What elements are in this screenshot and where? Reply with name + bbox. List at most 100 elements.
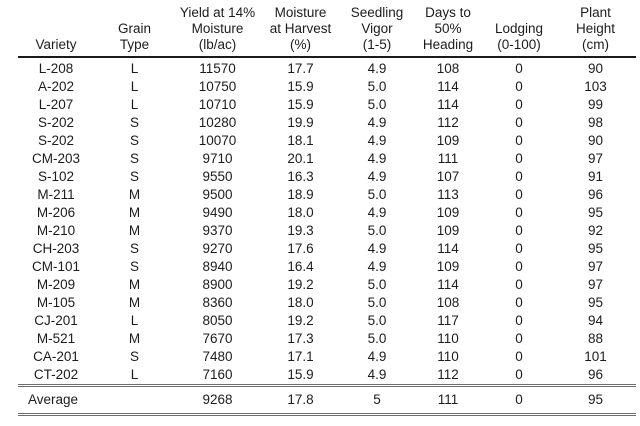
- cell: 17.6: [287, 241, 314, 256]
- cell: L-207: [38, 97, 74, 112]
- cell: 0: [515, 205, 523, 220]
- table-row: S-202 S 10070 18.1 4.9 109 0 90: [18, 132, 636, 150]
- cell: 0: [515, 61, 523, 76]
- column-header: Plant Height (cm): [555, 5, 636, 58]
- cell: 0: [515, 367, 523, 382]
- cell: M-211: [37, 187, 75, 202]
- cell: 0: [515, 295, 523, 310]
- cell: S: [129, 133, 139, 148]
- cell: 15.9: [287, 79, 314, 94]
- cell: 97: [587, 277, 604, 292]
- cell: 18.9: [287, 187, 314, 202]
- cell: L: [130, 313, 139, 328]
- cell: 96: [587, 367, 604, 382]
- cell: M-206: [36, 205, 76, 220]
- cell: 0: [515, 331, 523, 346]
- table-row: CM-101 S 8940 16.4 4.9 109 0 97: [18, 258, 636, 276]
- cell: 0: [515, 313, 523, 328]
- column-header: Yield at 14% Moisture (lb/ac): [175, 5, 260, 58]
- cell: 0: [515, 241, 523, 256]
- cell: 20.1: [287, 151, 314, 166]
- cell: 90: [587, 133, 604, 148]
- cell: L: [130, 79, 139, 94]
- cell: 114: [437, 97, 459, 112]
- cell: L-208: [38, 61, 74, 76]
- cell: 97: [587, 259, 604, 274]
- cell: 4.9: [367, 169, 387, 184]
- cell: CH-203: [32, 241, 80, 256]
- cell: 95: [587, 241, 604, 256]
- cell: S: [129, 169, 139, 184]
- cell: 0: [515, 97, 523, 112]
- cell: 0: [515, 133, 523, 148]
- average-cell: 0: [483, 384, 555, 416]
- cell: 0: [515, 259, 523, 274]
- cell: 0: [515, 277, 523, 292]
- header-row: Variety Grain Type Yield at 14% Moisture (…: [18, 5, 636, 58]
- cell: 5.0: [367, 331, 387, 346]
- table-row: M-521 M 7670 17.3 5.0 110 0 88: [18, 330, 636, 348]
- average-cell: [94, 384, 175, 416]
- cell: 5.0: [367, 223, 387, 238]
- cell: 0: [515, 187, 523, 202]
- cell: 7670: [202, 331, 233, 346]
- cell: 112: [437, 367, 459, 382]
- cell: 101: [584, 349, 607, 364]
- variety-results-table: Variety Grain Type Yield at 14% Moisture (…: [18, 5, 636, 416]
- cell: 18.1: [287, 133, 314, 148]
- cell: 90: [587, 61, 604, 76]
- cell: CJ-201: [34, 313, 78, 328]
- cell: 88: [587, 331, 604, 346]
- cell: 94: [587, 313, 604, 328]
- cell: 95: [587, 205, 604, 220]
- average-cell: 111: [413, 384, 483, 416]
- cell: S: [129, 241, 139, 256]
- cell: 15.9: [287, 97, 314, 112]
- table-row: A-202 L 10750 15.9 5.0 114 0 103: [18, 78, 636, 96]
- cell: 5.0: [367, 97, 387, 112]
- cell: 103: [584, 79, 607, 94]
- cell: 92: [587, 223, 604, 238]
- cell: 8050: [202, 313, 233, 328]
- cell: 7160: [202, 367, 233, 382]
- cell: M: [128, 277, 141, 292]
- cell: 112: [437, 115, 459, 130]
- cell: 114: [437, 241, 459, 256]
- cell: 15.9: [287, 367, 314, 382]
- table-header: Variety Grain Type Yield at 14% Moisture (…: [18, 5, 636, 58]
- cell: S: [129, 349, 139, 364]
- cell: 17.1: [287, 349, 314, 364]
- cell: 107: [436, 169, 460, 184]
- cell: 8360: [202, 295, 233, 310]
- cell: 19.3: [287, 223, 314, 238]
- cell: 7480: [202, 349, 233, 364]
- cell: S: [129, 259, 139, 274]
- column-header: Moisture at Harvest (%): [260, 5, 341, 58]
- table-row: M-206 M 9490 18.0 4.9 109 0 95: [18, 204, 636, 222]
- table-row: M-211 M 9500 18.9 5.0 113 0 96: [18, 186, 636, 204]
- cell: 19.9: [287, 115, 314, 130]
- cell: 10750: [198, 79, 237, 94]
- cell: 4.9: [367, 349, 387, 364]
- cell: 0: [515, 79, 523, 94]
- cell: 95: [587, 295, 604, 310]
- cell: 110: [437, 349, 459, 364]
- cell: L: [130, 97, 139, 112]
- column-header: Variety: [18, 5, 94, 58]
- cell: 11570: [199, 61, 236, 76]
- cell: 5.0: [367, 313, 387, 328]
- table-row: CA-201 S 7480 17.1 4.9 110 0 101: [18, 348, 636, 366]
- table-body: L-208 L 11570 17.7 4.9 108 0 90 A-202 L 10750 15.9 5…: [18, 57, 636, 386]
- cell: 4.9: [367, 133, 387, 148]
- cell: CA-201: [33, 349, 79, 364]
- cell: 0: [515, 169, 523, 184]
- cell: M-209: [36, 277, 76, 292]
- cell: L: [130, 61, 139, 76]
- table-row: M-209 M 8900 19.2 5.0 114 0 97: [18, 276, 636, 294]
- table-row: S-202 S 10280 19.9 4.9 112 0 98: [18, 114, 636, 132]
- cell: 18.0: [287, 295, 314, 310]
- cell: M: [128, 295, 141, 310]
- cell: 109: [436, 259, 460, 274]
- table-row: CH-203 S 9270 17.6 4.9 114 0 95: [18, 240, 636, 258]
